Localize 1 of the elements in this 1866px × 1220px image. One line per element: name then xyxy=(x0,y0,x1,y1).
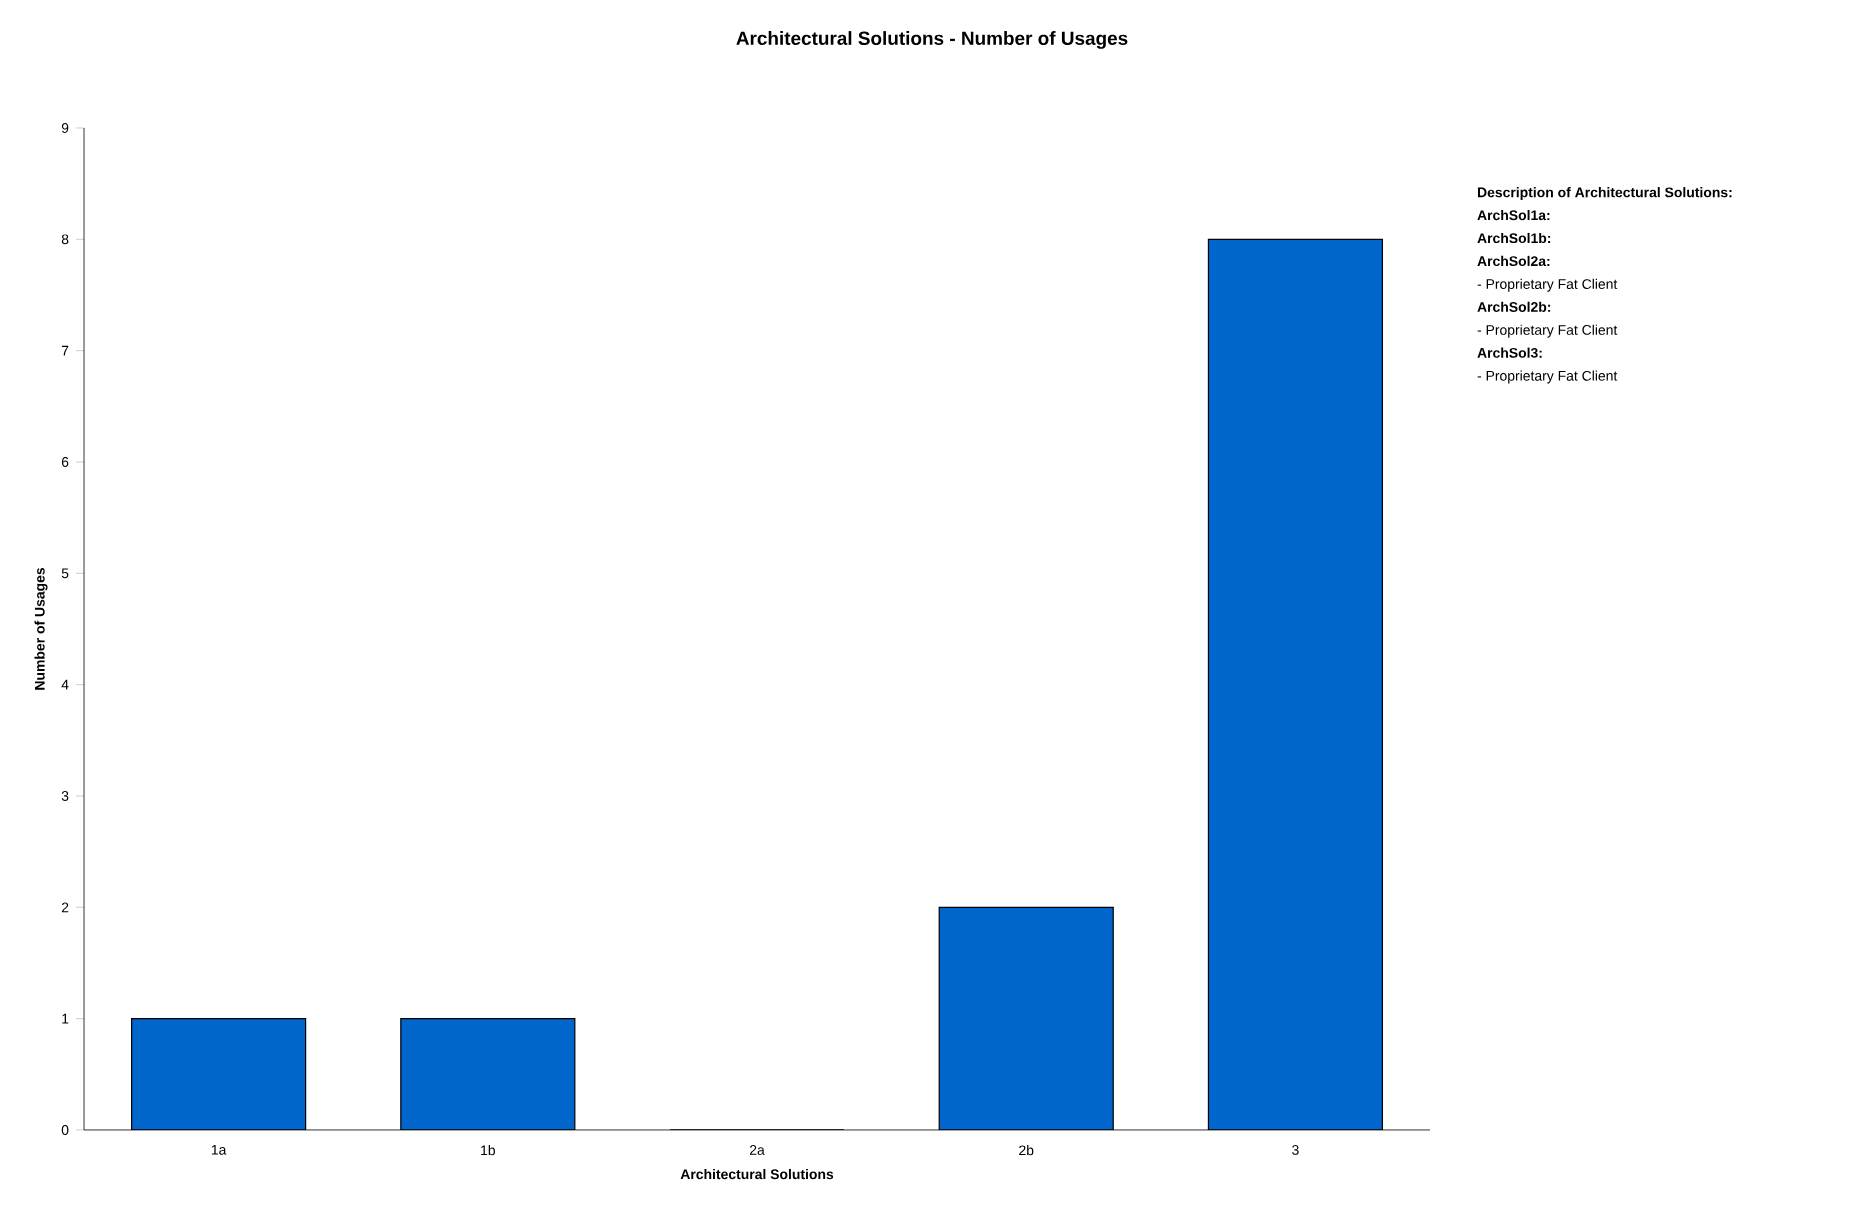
chart-title: Architectural Solutions - Number of Usages xyxy=(736,31,1128,49)
